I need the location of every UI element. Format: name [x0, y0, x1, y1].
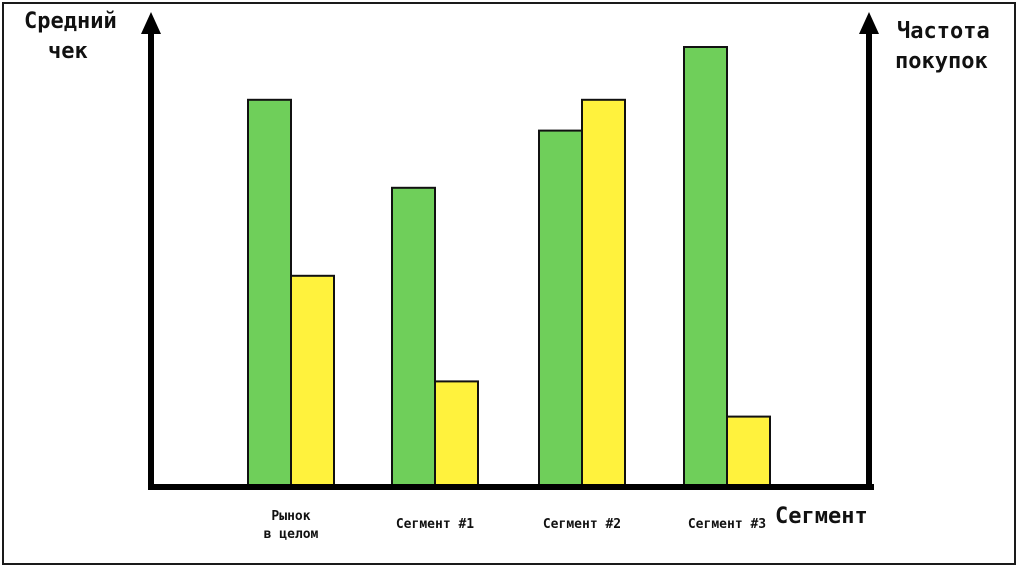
bar-series2-cat2	[434, 380, 479, 488]
bar-series2-cat1	[290, 274, 335, 488]
bar-series1-cat4	[683, 46, 728, 488]
y-axis-right-label-line2: покупок	[895, 49, 988, 74]
bar-series2-cat3	[581, 98, 626, 489]
y-axis-right-arrow	[859, 12, 879, 34]
bar-series2-cat4	[726, 415, 771, 489]
bar-series1-cat2	[391, 186, 436, 489]
x-axis-label: Сегмент	[775, 504, 868, 529]
x-tick-label-cat2-line1: Сегмент #1	[396, 517, 474, 532]
bar-series1-cat1	[247, 98, 292, 489]
y-axis-left-label-line2: чек	[48, 39, 88, 64]
x-tick-label-cat3-line1: Сегмент #2	[543, 517, 621, 532]
x-tick-label-cat4-line1: Сегмент #3	[688, 517, 766, 532]
x-tick-label-cat1-line2: в целом	[264, 527, 319, 542]
chart-frame	[2, 2, 1016, 565]
bar-series1-cat3	[538, 129, 583, 488]
bars-group	[247, 46, 771, 489]
y-axis-left-label-line1: Средний	[24, 9, 117, 34]
y-axis-right-label-line1: Частота	[897, 19, 990, 44]
x-tick-label-cat1-line1: Рынок	[271, 509, 310, 524]
x-tick-labels: Рынок в целом Сегмент #1 Сегмент #2 Сегмент …	[264, 509, 767, 542]
y-axis-left-arrow	[141, 12, 161, 34]
